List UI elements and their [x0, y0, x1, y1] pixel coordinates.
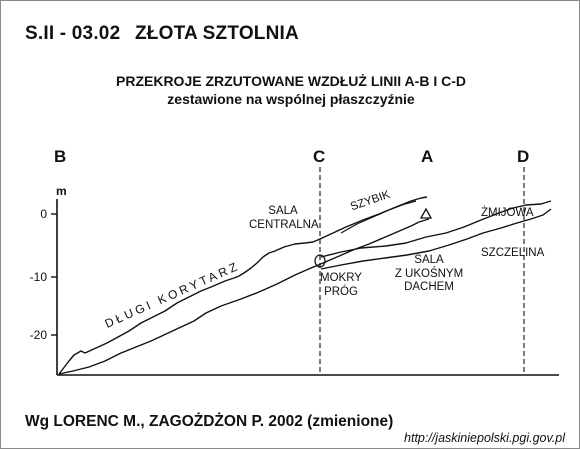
label-line: DACHEM [404, 281, 454, 293]
label-line: CENTRALNA [249, 218, 319, 231]
label-line: PRÓG [324, 285, 358, 298]
passage-floor-ab [58, 218, 430, 375]
label-line: MOKRY [320, 272, 362, 284]
label-line: SALA [268, 205, 298, 217]
label-sala-centralna: SALA CENTRALNA [249, 205, 319, 232]
axis-unit-label: m [56, 184, 67, 198]
point-label-b: B [54, 147, 67, 166]
szybik-shaft [340, 200, 417, 234]
source-url-link[interactable]: http://jaskiniepolski.pgi.gov.pl [404, 431, 565, 445]
label-line: SALA [414, 254, 444, 266]
label-mokry-prog: MOKRY PRÓG [312, 272, 370, 299]
mokry-prog-marker [314, 254, 326, 268]
point-label-c: C [313, 147, 326, 166]
section-subtitle: zestawione na wspólnej płaszczyźnie [167, 91, 415, 107]
axis-tick-label: -10 [29, 270, 47, 284]
label-szczelina: SZCZELINA [481, 247, 545, 259]
survey-point-icon [419, 207, 433, 219]
passage-roof-cd [320, 200, 552, 258]
point-label-a: A [421, 147, 434, 166]
axis-tick-label: 0 [40, 207, 47, 221]
cave-name: ZŁOTA SZTOLNIA [135, 23, 299, 44]
label-zmijowa: ŻMIJOWA [481, 207, 534, 219]
cave-code: S.II - 03.02 [25, 23, 121, 44]
source-citation: Wg LORENC M., ZAGOŻDŻON P. 2002 (zmienio… [25, 413, 394, 430]
point-label-d: D [517, 147, 530, 166]
passage-roof-ab [58, 196, 428, 375]
axis-tick-label: -20 [29, 328, 47, 342]
passage-floor-cd [320, 208, 552, 270]
section-title: PRZEKROJE ZRZUTOWANE WZDŁUŻ LINII A-B I … [116, 73, 466, 89]
label-line: Z UKOŚNYM [394, 267, 464, 280]
label-sala-z-ukosnym-dachem: SALA Z UKOŚNYM DACHEM [391, 254, 467, 295]
